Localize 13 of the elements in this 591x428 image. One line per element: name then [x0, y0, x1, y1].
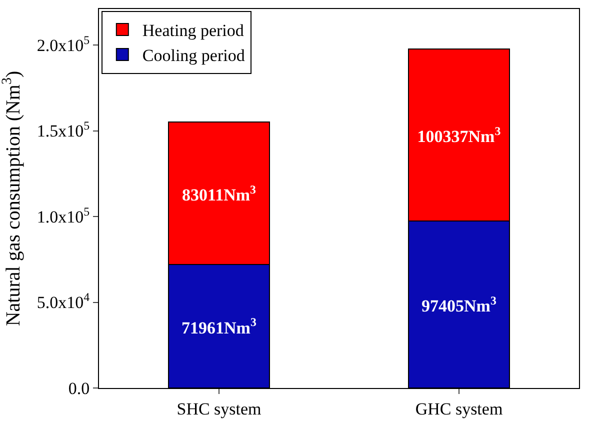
- x-tick-label: SHC system: [176, 399, 262, 418]
- y-tick-label: 1.0x10$^{5}$: [36, 204, 90, 226]
- y-tick-label: 2.0x10$^{5}$: [36, 32, 90, 55]
- x-tick-label: GHC system: [415, 399, 503, 418]
- data-label: 97405Nm$^{3}$: [422, 293, 496, 316]
- y-tick-label: 1.5x10$^{5}$: [36, 118, 90, 141]
- legend-label: Cooling period: [142, 46, 246, 66]
- y-tick-label: 0.0: [68, 378, 90, 398]
- data-label: 100337Nm$^{3}$: [417, 124, 501, 146]
- data-label: 83011Nm$^{3}$: [182, 182, 256, 204]
- y-tick-label: 5.0x10$^{4}$: [36, 290, 90, 312]
- legend-label: Heating period: [142, 21, 244, 40]
- data-label: 71961Nm$^{3}$: [182, 315, 256, 338]
